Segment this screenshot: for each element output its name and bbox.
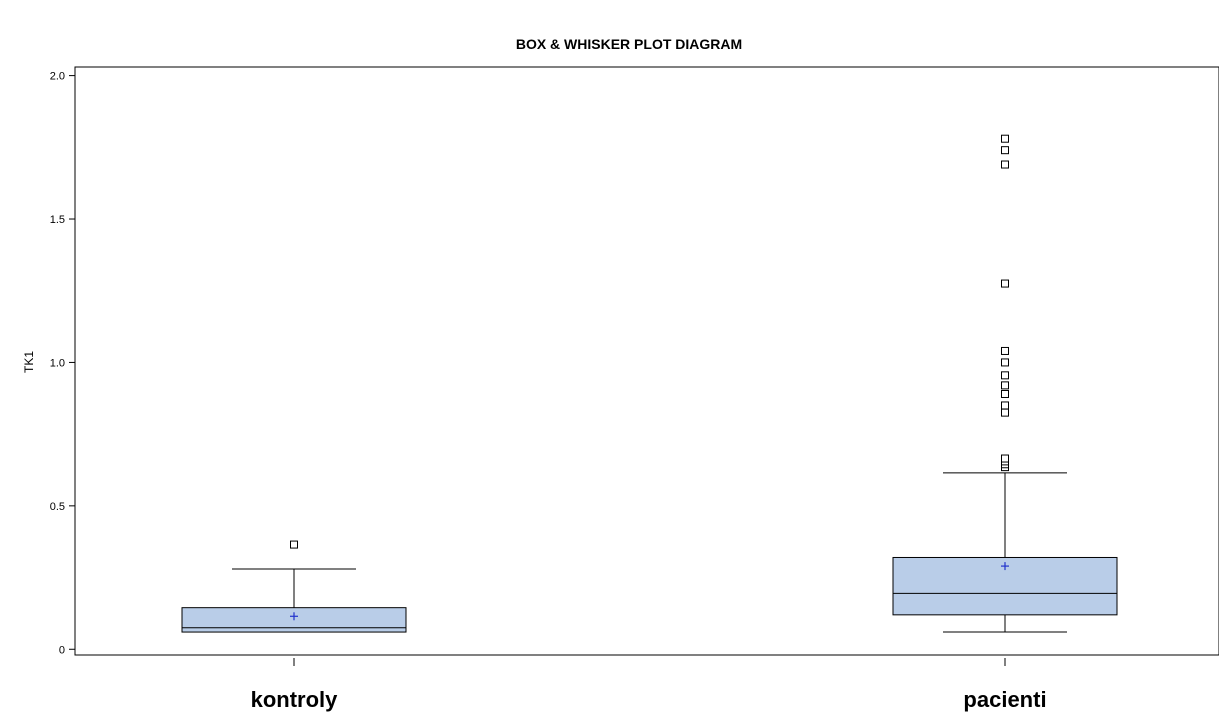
y-tick-label: 1.0 — [50, 357, 65, 369]
x-category-label: pacienti — [963, 687, 1046, 712]
mean-marker — [1001, 562, 1009, 571]
chart-title: BOX & WHISKER PLOT DIAGRAM — [516, 36, 742, 52]
outlier-point — [1001, 389, 1009, 398]
y-tick-label: 1.5 — [50, 214, 65, 226]
mean-marker — [290, 612, 298, 621]
y-tick-label: 0 — [59, 644, 65, 656]
box-kontroly — [181, 540, 407, 633]
outlier-point — [1001, 160, 1009, 169]
y-tick-label: 0.5 — [50, 501, 65, 513]
y-axis: 0 0.5 1.0 1.5 2.0 — [50, 71, 75, 656]
box-pacienti — [892, 134, 1118, 633]
outlier-point — [1001, 346, 1009, 355]
outlier-point — [1001, 146, 1009, 155]
outlier-point — [1001, 134, 1009, 143]
outlier-point — [290, 540, 298, 549]
outlier-point — [1001, 454, 1009, 463]
y-tick-label: 2.0 — [50, 71, 65, 83]
outlier-point — [1001, 401, 1009, 410]
boxes-layer — [181, 134, 1118, 633]
x-category-label: kontroly — [251, 687, 339, 712]
outlier-point — [1001, 408, 1009, 417]
x-axis: kontroly pacienti — [251, 658, 1047, 712]
outlier-point — [1001, 279, 1009, 288]
outlier-point — [1001, 381, 1009, 390]
plot-frame — [74, 66, 1219, 656]
y-axis-label: TK1 — [22, 351, 36, 373]
outlier-point — [1001, 371, 1009, 380]
outlier-point — [1001, 358, 1009, 367]
